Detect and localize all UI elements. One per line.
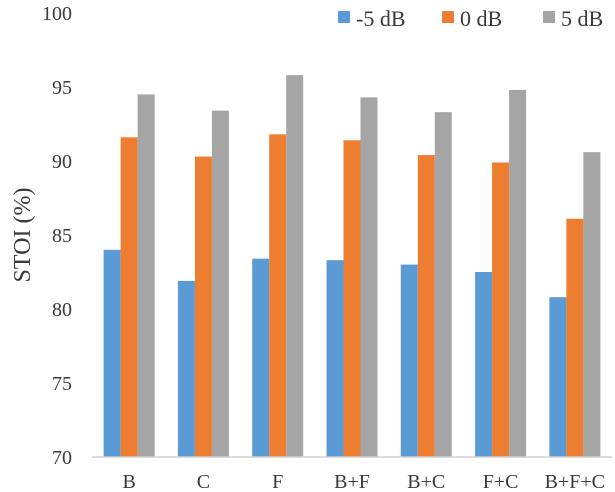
bar: [400, 264, 418, 457]
y-axis-ticks: 70 75 80 85 90 95 100: [42, 3, 72, 469]
bar: [194, 156, 212, 457]
bar: [326, 260, 344, 457]
y-tick-label: 90: [52, 151, 72, 173]
x-tick-label: B+C: [407, 471, 445, 492]
x-tick-label: F: [272, 471, 283, 492]
x-tick-label: C: [197, 471, 210, 492]
y-tick-label: 80: [52, 299, 72, 321]
y-tick-label: 85: [52, 225, 72, 247]
bar: [286, 75, 304, 457]
y-tick-label: 75: [52, 373, 72, 395]
x-tick-label: B+F: [334, 471, 370, 492]
x-tick-label: B: [122, 471, 135, 492]
x-axis-category-labels: B C F B+F B+C F+C B+F+C: [122, 471, 605, 492]
legend-label: 5 dB: [561, 6, 603, 31]
bar: [417, 155, 435, 457]
legend-swatch: [543, 11, 555, 23]
bar: [583, 152, 601, 457]
bar: [434, 112, 452, 457]
legend-label: 0 dB: [460, 6, 502, 31]
legend-item: 0 dB: [442, 6, 502, 31]
y-tick-label: 95: [52, 77, 72, 99]
bar: [549, 297, 567, 457]
bar: [103, 249, 121, 457]
bar: [360, 97, 378, 458]
bar: [252, 258, 270, 457]
bars: [103, 75, 601, 458]
x-tick-label: B+F+C: [545, 471, 605, 492]
bar: [475, 272, 493, 457]
legend-swatch: [442, 11, 454, 23]
legend-item: -5 dB: [338, 6, 406, 31]
bar: [120, 137, 138, 457]
bar: [509, 89, 527, 458]
bar: [177, 280, 195, 457]
bar: [137, 94, 155, 458]
x-tick-label: F+C: [483, 471, 519, 492]
legend-item: 5 dB: [543, 6, 603, 31]
bar: [566, 218, 584, 457]
y-tick-label: 100: [42, 3, 72, 25]
legend-label: -5 dB: [356, 6, 406, 31]
bar: [343, 140, 361, 457]
bar: [211, 110, 229, 458]
bar: [492, 162, 510, 458]
legend-swatch: [338, 11, 350, 23]
y-axis-title: STOI (%): [10, 188, 36, 283]
legend: -5 dB 0 dB 5 dB: [338, 6, 603, 31]
y-tick-label: 70: [52, 447, 72, 469]
bar: [269, 134, 287, 458]
